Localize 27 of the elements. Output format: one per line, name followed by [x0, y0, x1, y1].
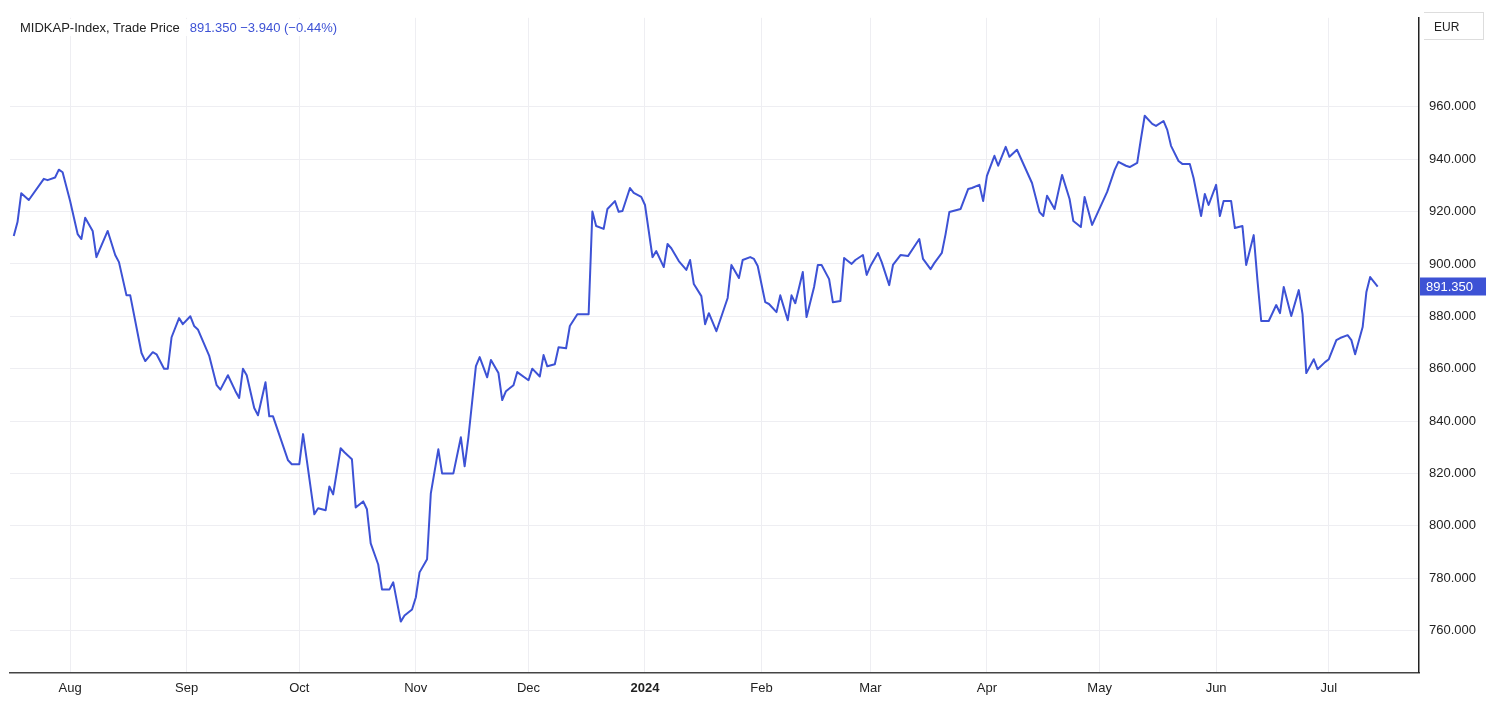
y-tick-label: 780.000: [1429, 569, 1477, 585]
y-tick-label: 940.000: [1429, 150, 1477, 166]
x-tick-label: Aug: [58, 679, 82, 695]
chart-title: MIDKAP-Index, Trade Price: [20, 20, 180, 35]
x-tick-label: Nov: [404, 679, 428, 695]
y-tick-label: 760.000: [1429, 622, 1477, 638]
y-tick-label: 880.000: [1429, 307, 1477, 323]
x-tick-label: Jun: [1205, 679, 1227, 695]
y-tick-label: 920.000: [1429, 203, 1477, 219]
x-tick-label: 2024: [630, 679, 661, 695]
y-tick-label: 860.000: [1429, 360, 1477, 376]
y-tick-label: 800.000: [1429, 517, 1477, 533]
x-tick-label: May: [1087, 679, 1113, 695]
x-tick-label: Jul: [1320, 679, 1338, 695]
text: 891.350: [1426, 279, 1474, 295]
y-tick-label: 820.000: [1429, 464, 1477, 480]
x-tick-label: Apr: [976, 679, 998, 695]
x-tick-label: Mar: [859, 679, 883, 695]
x-tick-label: Oct: [289, 679, 310, 695]
chart-subtitle: 891.350 −3.940 (−0.44%): [189, 20, 338, 35]
y-axis-title: EUR: [1424, 12, 1484, 40]
y-tick-label: 900.000: [1429, 255, 1477, 271]
x-tick-label: Feb: [750, 679, 773, 695]
x-tick-label: Sep: [175, 679, 199, 695]
x-tick-label: Dec: [516, 679, 541, 695]
y-tick-label: 840.000: [1429, 412, 1477, 428]
y-tick-label: 960.000: [1429, 98, 1477, 114]
